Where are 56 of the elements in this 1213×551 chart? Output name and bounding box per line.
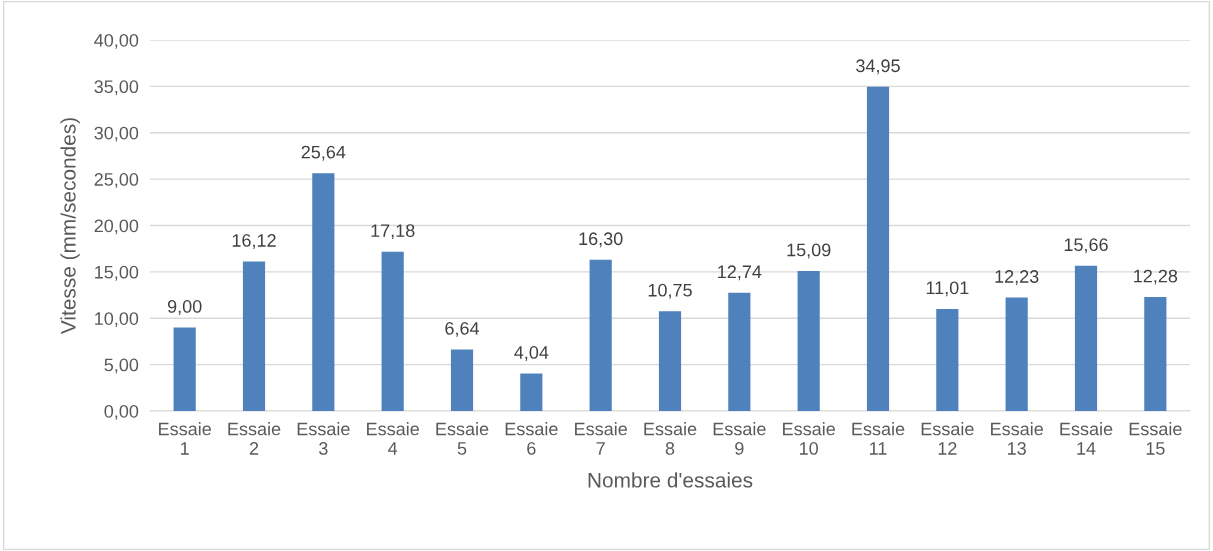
data-label: 12,74 — [718, 265, 762, 281]
x-tick-label: Essaie 11 — [852, 422, 905, 455]
bar — [797, 271, 820, 411]
bar — [936, 308, 959, 411]
data-label: 9,00 — [167, 300, 202, 315]
bar — [728, 292, 751, 411]
data-label: 17,18 — [371, 224, 415, 240]
x-tick-label: Essaie 2 — [228, 422, 281, 455]
x-tick-label: Essaie 8 — [644, 422, 697, 455]
y-tick-label: 10,00 — [95, 312, 139, 328]
x-tick-label: Essaie 9 — [713, 422, 766, 455]
x-tick-label: Essaie 15 — [1129, 422, 1182, 455]
data-label: 12,23 — [995, 270, 1039, 286]
data-label: 10,75 — [648, 283, 692, 299]
x-tick-label: Essaie 4 — [367, 422, 419, 455]
bar — [589, 259, 612, 411]
data-label: 4,04 — [514, 346, 549, 361]
y-tick-label: 30,00 — [94, 126, 139, 142]
x-tick-label: Essaie 12 — [921, 422, 974, 455]
data-label: 11,01 — [926, 281, 969, 297]
y-tick-label: 20,00 — [94, 219, 139, 235]
x-tick-label: Essaie 10 — [783, 422, 835, 455]
x-tick-label: Essaie 3 — [297, 422, 350, 455]
bar — [381, 251, 404, 411]
data-label: 16,12 — [232, 234, 276, 249]
y-tick-label: 15,00 — [95, 265, 139, 281]
data-label: 16,30 — [579, 232, 623, 248]
y-axis-title: Vitesse (mm/secondes) — [60, 118, 80, 335]
y-tick-label: 40,00 — [94, 33, 139, 49]
bar — [658, 311, 682, 411]
data-label: 15,66 — [1064, 238, 1108, 254]
data-label: 25,64 — [301, 145, 346, 161]
bar — [312, 173, 335, 411]
data-label: 15,09 — [787, 243, 831, 259]
bar — [1005, 297, 1028, 411]
bar — [242, 261, 266, 411]
x-tick-label: Essaie 7 — [575, 422, 627, 455]
bar — [450, 349, 474, 411]
data-label: 12,28 — [1134, 269, 1178, 285]
bar — [520, 373, 543, 411]
y-tick-label: 25,00 — [94, 173, 139, 188]
y-tick-label: 35,00 — [94, 80, 139, 96]
x-axis-title: Nombre d'essaies — [588, 472, 753, 488]
x-tick-label: Essaie 5 — [436, 422, 489, 455]
data-label: 34,95 — [856, 59, 900, 75]
x-tick-label: Essaie 6 — [505, 422, 558, 455]
x-tick-label: Essaie 1 — [159, 422, 211, 455]
y-tick-label: 0,00 — [104, 404, 139, 420]
bar — [1074, 265, 1098, 411]
data-label: 6,64 — [445, 321, 480, 337]
x-tick-label: Essaie 14 — [1060, 422, 1113, 455]
y-tick-label: 5,00 — [104, 358, 139, 374]
x-tick-label: Essaie 13 — [991, 422, 1043, 455]
bar — [173, 327, 196, 411]
bar — [866, 86, 890, 411]
bar — [1144, 297, 1167, 411]
